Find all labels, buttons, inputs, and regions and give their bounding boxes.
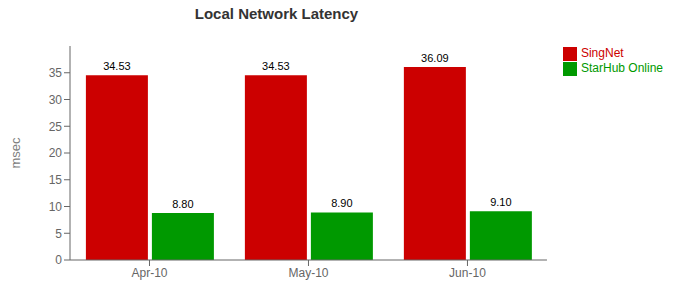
svg-text:msec: msec [8,137,23,169]
svg-text:36.09: 36.09 [421,52,449,64]
svg-text:25: 25 [49,120,63,134]
svg-text:Jun-10: Jun-10 [449,266,486,280]
svg-text:15: 15 [49,173,63,187]
svg-text:5: 5 [55,227,62,241]
svg-text:34.53: 34.53 [262,60,290,72]
svg-text:20: 20 [49,146,63,160]
html-text:SingNet: SingNet [581,46,624,60]
html-text:StarHub Online: StarHub Online [581,60,663,75]
svg-text:34.53: 34.53 [103,60,131,72]
html-text:Local Network Latency: Local Network Latency [194,5,359,22]
svg-text:9.10: 9.10 [490,196,511,208]
svg-text:Apr-10: Apr-10 [131,266,167,280]
svg-text:30: 30 [49,93,63,107]
svg-text:35: 35 [49,66,63,80]
svg-text:0: 0 [55,253,62,267]
svg-text:8.90: 8.90 [331,197,352,209]
svg-text:8.80: 8.80 [172,198,193,210]
svg-text:10: 10 [49,200,63,214]
svg-text:May-10: May-10 [288,266,328,280]
